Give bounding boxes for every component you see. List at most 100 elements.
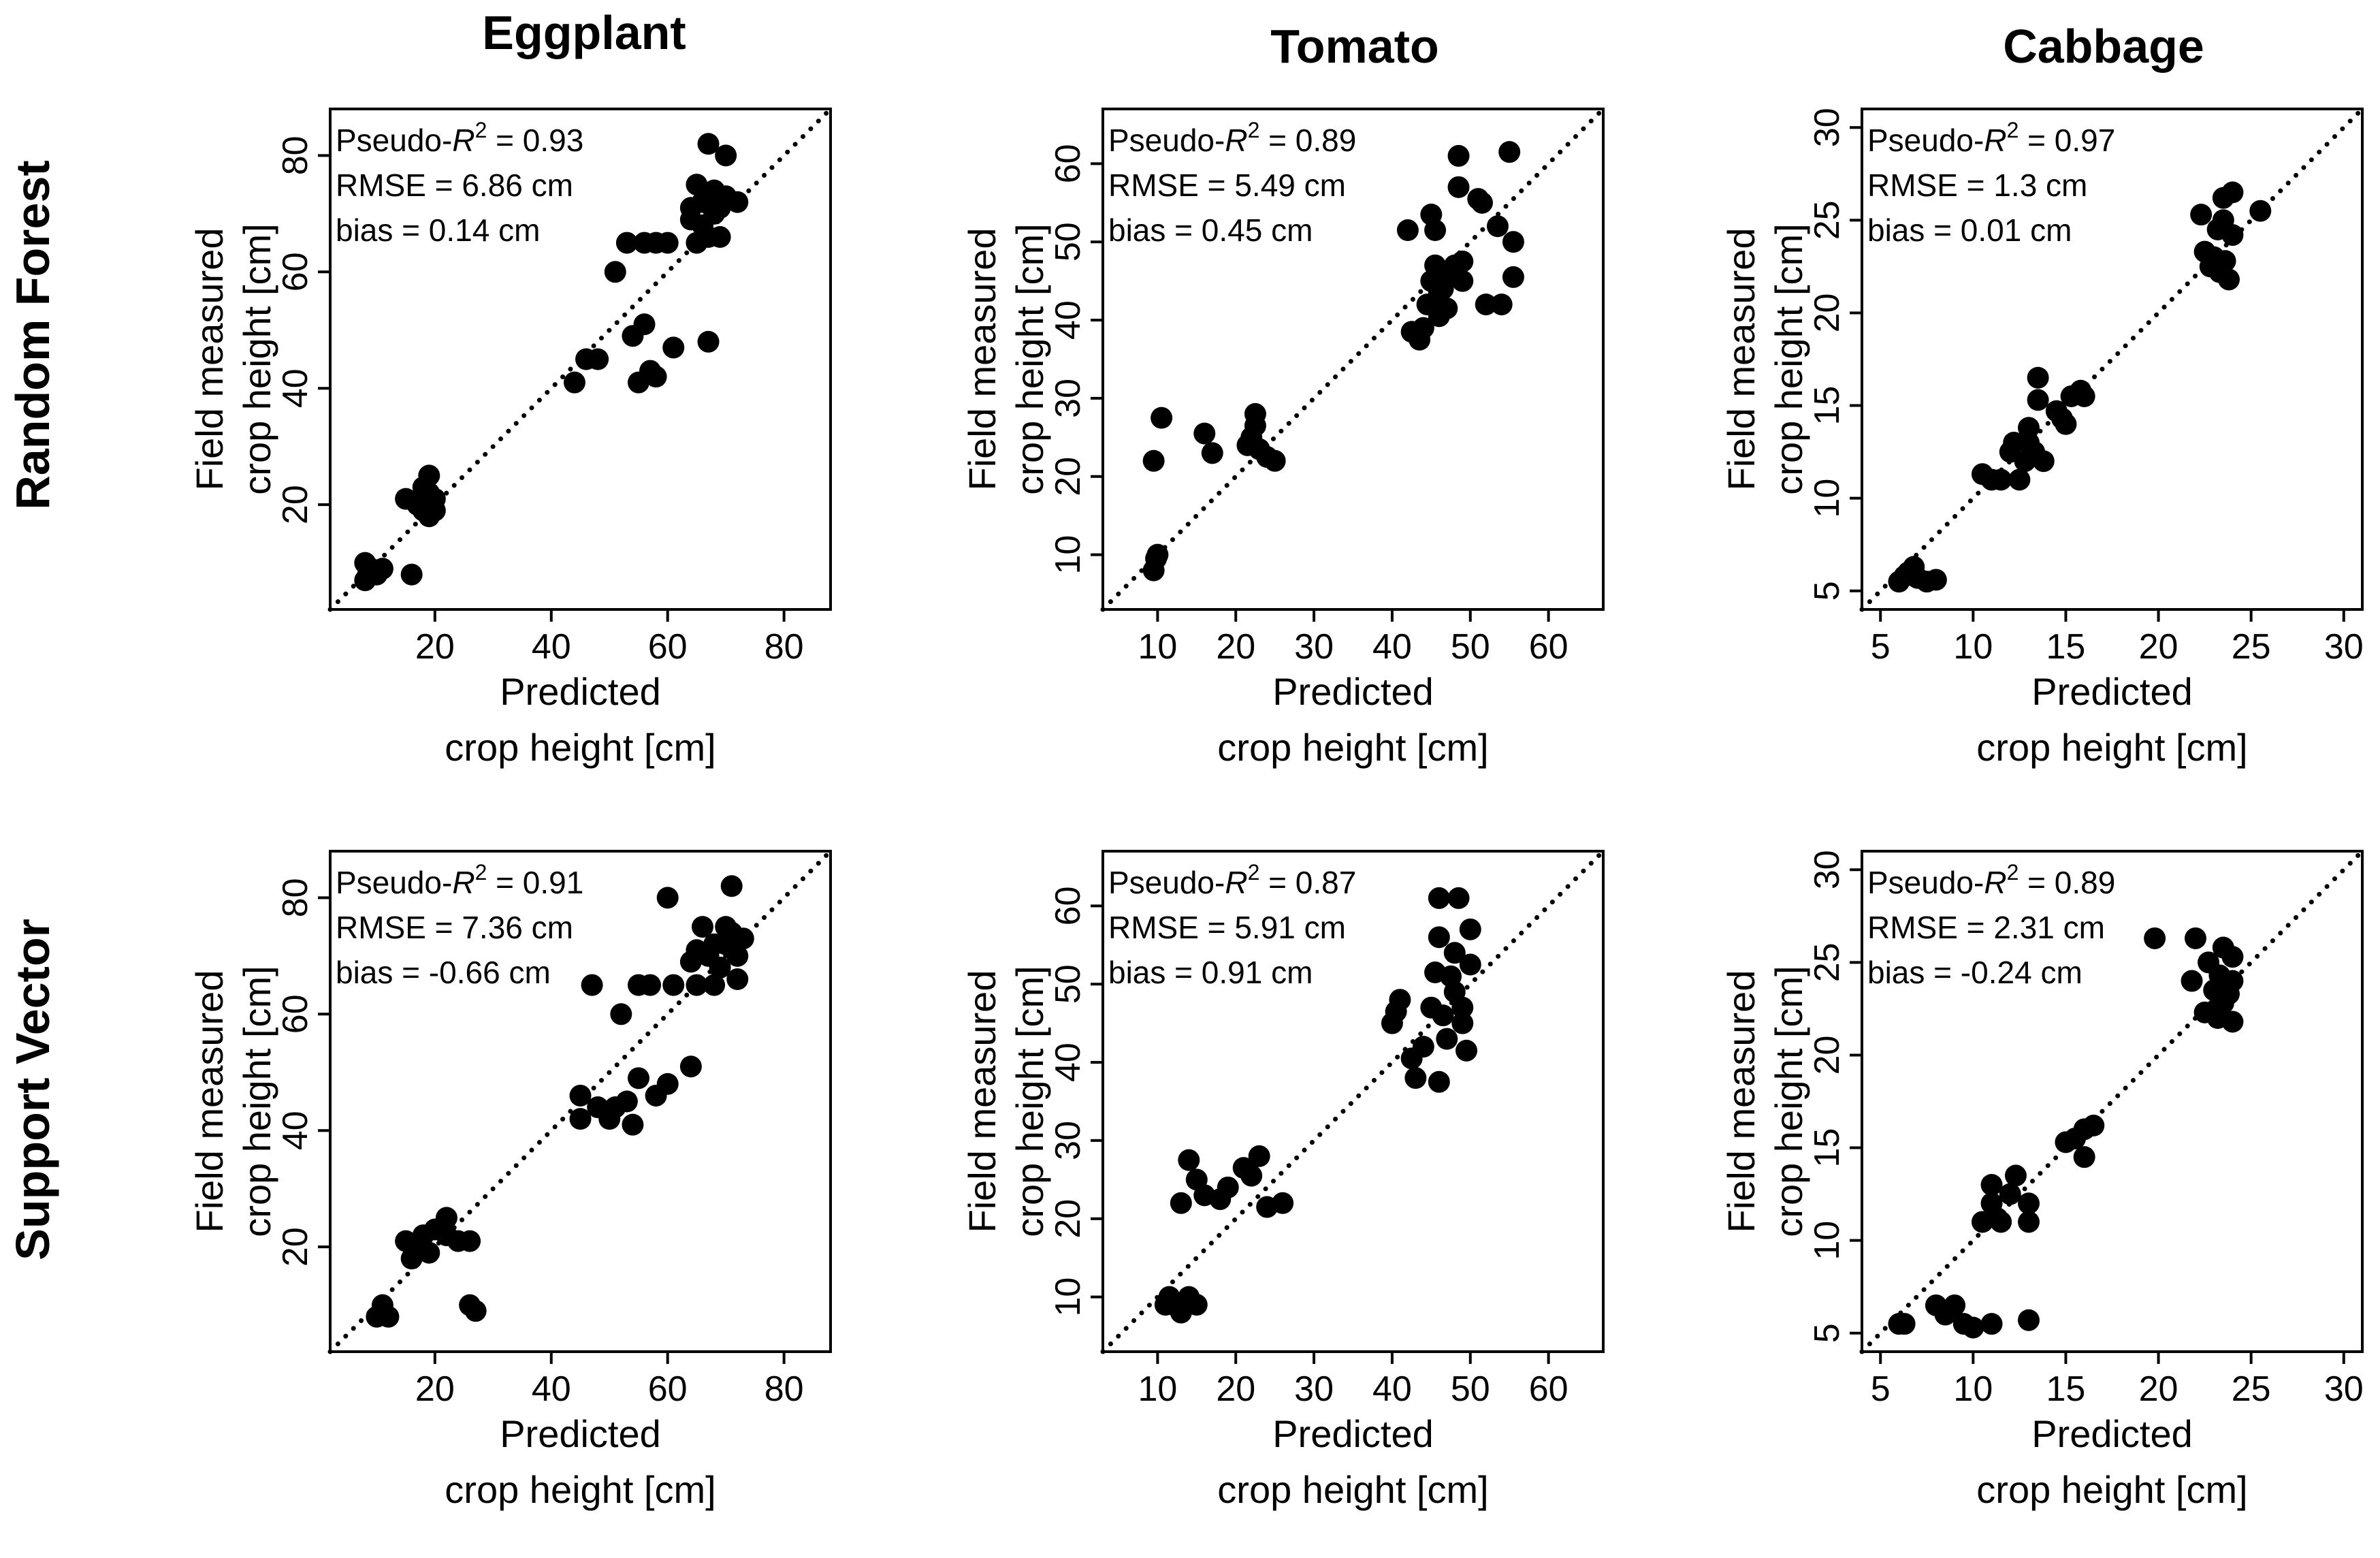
bias-annotation: bias = 0.91 cm	[1108, 955, 1313, 990]
data-point	[377, 1305, 400, 1328]
data-point	[622, 1113, 644, 1136]
bias-annotation: bias = 0.45 cm	[1108, 212, 1313, 248]
data-point	[662, 974, 685, 996]
x-tick-label: 50	[1451, 1369, 1490, 1409]
x-tick-label: 30	[1294, 627, 1334, 667]
data-point	[703, 974, 726, 996]
x-axis-label-units: crop height [cm]	[1976, 1468, 2247, 1511]
pseudo-r2-annotation: Pseudo-R2 = 0.87	[1108, 860, 1356, 900]
data-point	[1264, 449, 1286, 472]
x-tick-label: 30	[2324, 1369, 2364, 1409]
y-axis-label: Field measured	[188, 970, 231, 1233]
data-point	[1412, 317, 1434, 339]
x-tick-label: 60	[1529, 1369, 1569, 1409]
x-tick-label: 80	[765, 1369, 804, 1409]
y-tick-label: 60	[1048, 886, 1088, 925]
data-point	[645, 366, 667, 388]
plot-frame	[1861, 108, 2364, 611]
data-point	[2055, 413, 2077, 435]
y-tick-label: 40	[1048, 1043, 1088, 1082]
data-point	[1389, 989, 1411, 1011]
data-point	[1151, 407, 1173, 429]
rmse-annotation: RMSE = 2.31 cm	[1867, 910, 2105, 945]
data-point	[1451, 250, 1474, 272]
data-point	[418, 1241, 440, 1264]
data-point	[2032, 450, 2055, 473]
data-point	[1193, 422, 1216, 445]
data-point	[2221, 946, 2244, 968]
data-point	[1456, 1039, 1478, 1062]
data-point	[400, 563, 423, 586]
data-point	[639, 974, 662, 996]
x-tick-label: 10	[1138, 627, 1177, 667]
data-point	[1443, 942, 1466, 964]
data-point	[615, 232, 638, 254]
panel-1-1: 10 20 30 40 50 60 10 20 30 40 50 60 Predicted crop he…	[961, 848, 1606, 1511]
data-point	[371, 558, 393, 580]
data-point	[615, 1090, 638, 1113]
y-axis-label: Field measured	[961, 228, 1003, 491]
data-point	[697, 330, 720, 353]
x-axis-label: Predicted	[2031, 670, 2193, 713]
panel-1-0: 20 40 60 80 20 40 60 80 Predicted crop height [cm…	[188, 848, 833, 1511]
data-point	[2073, 385, 2095, 407]
data-point	[604, 261, 626, 283]
pseudo-r2-annotation: Pseudo-R2 = 0.93	[336, 118, 583, 158]
data-point	[2181, 970, 2203, 992]
x-tick-label: 25	[2232, 627, 2271, 667]
data-point	[1486, 215, 1509, 238]
data-point	[2027, 366, 2049, 389]
x-tick-label: 20	[415, 627, 455, 667]
y-tick-label: 10	[1807, 1221, 1847, 1260]
y-axis-label: Field measured	[188, 228, 231, 491]
data-point	[2018, 417, 2040, 439]
data-point	[1459, 953, 1481, 976]
data-point	[587, 348, 609, 370]
data-point	[2008, 468, 2031, 491]
column-title-cabbage: Cabbage	[2003, 20, 2204, 73]
y-axis-label-units: crop height [cm]	[1008, 966, 1051, 1237]
x-tick-label: 20	[2139, 627, 2178, 667]
column-title-eggplant: Eggplant	[482, 6, 686, 59]
data-point	[1980, 1174, 2003, 1196]
data-point	[656, 232, 679, 254]
x-axis-label: Predicted	[500, 1412, 661, 1455]
data-point	[726, 968, 749, 991]
y-tick-label: 40	[276, 1111, 315, 1150]
y-tick-label: 40	[1048, 300, 1088, 340]
y-tick-label: 20	[276, 485, 315, 524]
data-point	[2221, 224, 2244, 247]
x-axis-label-units: crop height [cm]	[1217, 726, 1488, 769]
x-tick-label: 5	[1871, 627, 1891, 667]
row-title-support-vector: Support Vector	[6, 919, 59, 1260]
y-tick-label: 15	[1807, 1128, 1847, 1168]
data-point	[656, 887, 679, 909]
data-point	[1146, 543, 1169, 566]
x-tick-label: 60	[648, 627, 688, 667]
x-tick-label: 10	[1953, 627, 1993, 667]
x-axis-label-units: crop height [cm]	[445, 726, 715, 769]
pseudo-r2-annotation: Pseudo-R2 = 0.97	[1867, 118, 2115, 158]
x-axis-label-units: crop height [cm]	[1217, 1468, 1488, 1511]
data-point	[2221, 970, 2244, 992]
x-tick-label: 10	[1953, 1369, 1993, 1409]
y-axis-label-units: crop height [cm]	[1008, 223, 1051, 494]
data-point	[1240, 1164, 1263, 1187]
data-point	[709, 226, 731, 249]
data-point	[2249, 200, 2272, 222]
column-title-tomato: Tomato	[1270, 20, 1439, 73]
x-tick-label: 15	[2046, 1369, 2086, 1409]
y-axis-label-units: crop height [cm]	[236, 223, 278, 494]
data-point	[697, 133, 720, 155]
y-tick-label: 5	[1807, 1323, 1847, 1343]
data-point	[1925, 569, 1947, 591]
panel-0-2: 5 10 15 20 25 30 5 10 15 20 25 30 Predicted crop heig…	[1720, 106, 2365, 769]
x-tick-label: 30	[2324, 627, 2364, 667]
data-point	[1412, 1036, 1434, 1058]
y-axis-label-units: crop height [cm]	[1767, 223, 1810, 494]
y-tick-label: 10	[1048, 535, 1088, 575]
bias-annotation: bias = -0.24 cm	[1867, 955, 2082, 990]
panel-0-0: 20 40 60 80 20 40 60 80 Predicted crop height [cm…	[188, 106, 833, 769]
y-tick-label: 30	[1807, 108, 1847, 147]
data-point	[1944, 1294, 1966, 1316]
